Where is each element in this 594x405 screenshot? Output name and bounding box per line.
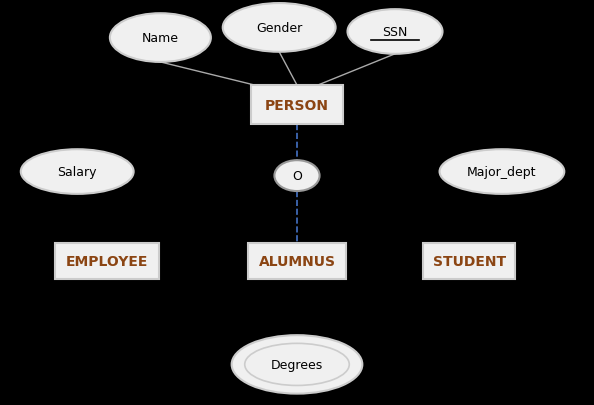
Ellipse shape [347, 10, 443, 55]
Circle shape [274, 161, 320, 192]
Ellipse shape [21, 150, 134, 194]
Text: O: O [292, 170, 302, 183]
Ellipse shape [232, 335, 362, 394]
Text: STUDENT: STUDENT [432, 254, 506, 268]
Ellipse shape [245, 343, 349, 386]
Ellipse shape [110, 14, 211, 63]
FancyBboxPatch shape [55, 243, 159, 279]
Text: Name: Name [142, 32, 179, 45]
Text: SSN: SSN [383, 26, 407, 39]
Text: Degrees: Degrees [271, 358, 323, 371]
Text: ALUMNUS: ALUMNUS [258, 254, 336, 268]
Text: EMPLOYEE: EMPLOYEE [66, 254, 148, 268]
Text: PERSON: PERSON [265, 98, 329, 112]
Ellipse shape [223, 4, 336, 53]
Ellipse shape [440, 150, 564, 194]
FancyBboxPatch shape [423, 243, 516, 279]
FancyBboxPatch shape [248, 243, 346, 279]
Text: Gender: Gender [256, 22, 302, 35]
Text: Major_dept: Major_dept [467, 166, 537, 179]
FancyBboxPatch shape [251, 86, 343, 125]
Text: Salary: Salary [58, 166, 97, 179]
